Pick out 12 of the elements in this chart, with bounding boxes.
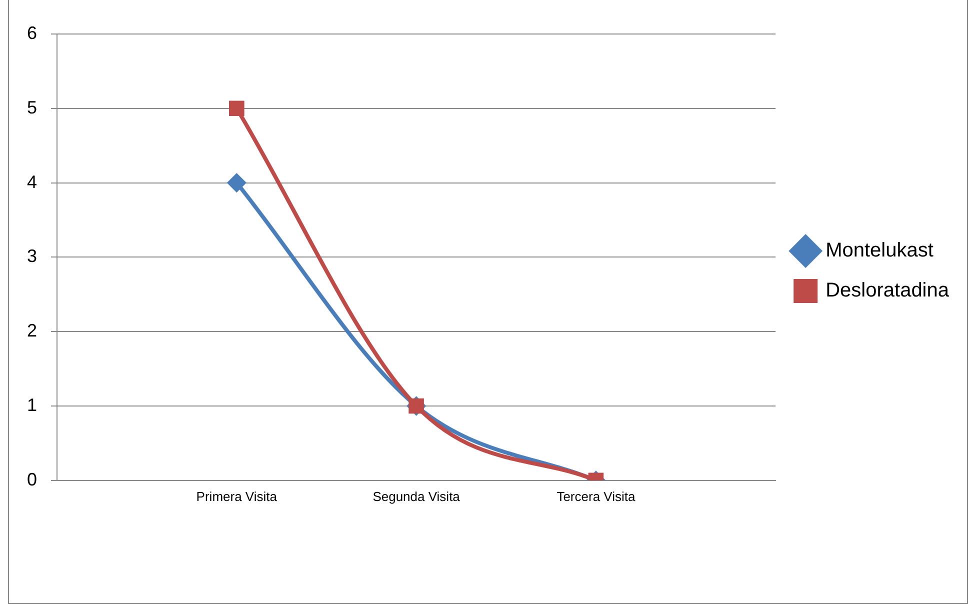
- y-tick-label: 4: [26, 172, 38, 192]
- legend-label: Montelukast: [826, 240, 934, 262]
- x-tick-label: Segunda Visita: [372, 488, 461, 504]
- y-tick-label: 3: [26, 246, 38, 266]
- x-tick-label: Tercera Visita: [556, 488, 636, 504]
- y-tick-label: 5: [26, 97, 38, 118]
- y-tick-label: 2: [26, 320, 38, 341]
- legend-label: Desloratadina: [826, 280, 950, 302]
- x-tick-label: Primera Visita: [196, 488, 278, 504]
- y-tick-label: 1: [26, 394, 38, 415]
- y-tick-label: 6: [26, 22, 38, 43]
- y-tick-label: 0: [26, 469, 38, 490]
